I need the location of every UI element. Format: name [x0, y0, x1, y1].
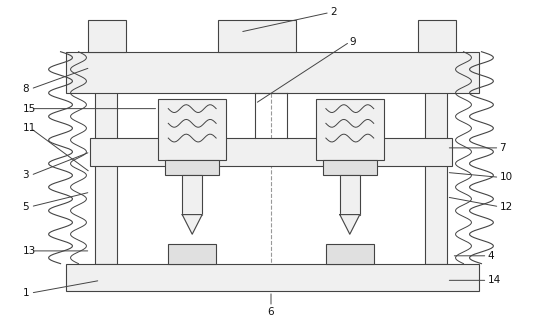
Text: 14: 14: [487, 275, 501, 285]
Bar: [66, 264, 480, 291]
Text: 10: 10: [499, 172, 513, 182]
Text: 12: 12: [499, 202, 513, 212]
Bar: [316, 99, 384, 160]
Polygon shape: [340, 215, 360, 234]
Bar: [340, 175, 360, 215]
Text: 15: 15: [23, 104, 36, 114]
Text: 5: 5: [23, 202, 29, 212]
Text: 1: 1: [23, 288, 29, 298]
Bar: [158, 99, 226, 160]
Bar: [424, 52, 447, 264]
Text: 4: 4: [487, 251, 494, 261]
Bar: [168, 244, 216, 264]
Text: 8: 8: [23, 84, 29, 94]
Text: 9: 9: [350, 37, 357, 47]
Bar: [182, 175, 202, 215]
Bar: [95, 52, 118, 264]
Text: 2: 2: [330, 7, 337, 18]
Text: 6: 6: [268, 307, 274, 317]
Bar: [165, 160, 219, 175]
Bar: [323, 160, 377, 175]
Text: 13: 13: [23, 246, 36, 256]
Text: 3: 3: [23, 170, 29, 180]
Text: 11: 11: [23, 123, 36, 133]
Bar: [66, 52, 480, 93]
Bar: [88, 20, 126, 52]
Bar: [418, 20, 455, 52]
Bar: [326, 244, 374, 264]
Text: 7: 7: [499, 143, 506, 153]
Bar: [91, 138, 451, 166]
Bar: [218, 20, 296, 52]
Polygon shape: [182, 215, 202, 234]
